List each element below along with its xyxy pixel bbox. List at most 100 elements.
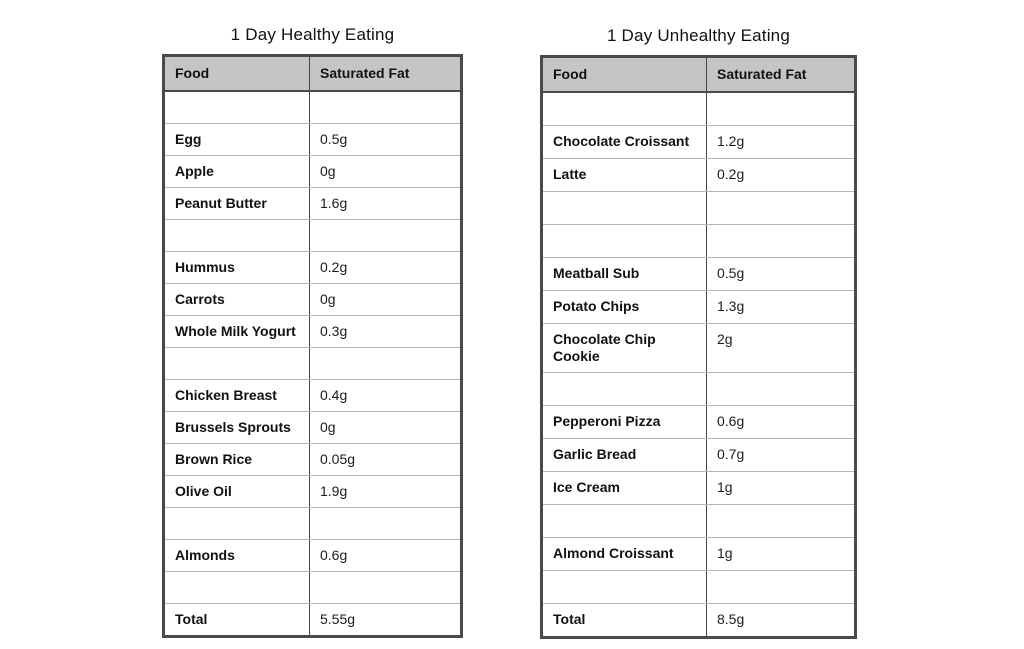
healthy-eating-section: 1 Day Healthy Eating Food Saturated Fat …	[162, 25, 463, 638]
table-row: Total 8.5g	[542, 603, 856, 638]
food-cell	[541, 191, 707, 225]
saturated-fat-cell: 1g	[706, 471, 856, 505]
table-row	[163, 571, 462, 604]
food-cell: Ice Cream	[541, 471, 707, 505]
table-row	[541, 570, 856, 604]
saturated-fat-cell	[309, 347, 462, 380]
table-row	[163, 507, 462, 540]
header-row: Food Saturated Fat	[163, 55, 462, 92]
food-cell: Egg	[163, 123, 310, 156]
saturated-fat-cell: 0g	[309, 155, 462, 188]
food-cell: Whole Milk Yogurt	[163, 315, 310, 348]
food-cell	[541, 372, 707, 406]
saturated-fat-cell: 0.2g	[706, 158, 856, 192]
table-row: Potato Chips 1.3g	[541, 290, 856, 324]
table-row	[541, 92, 856, 126]
food-cell: Almonds	[163, 539, 310, 572]
table-row: Chocolate Chip Cookie 2g	[541, 323, 856, 373]
table-row	[163, 219, 462, 252]
healthy-eating-table: Food Saturated Fat Egg 0.5g Apple 0g Peanut …	[162, 54, 463, 638]
table-row: Latte 0.2g	[541, 158, 856, 192]
saturated-fat-cell: 0.2g	[309, 251, 462, 284]
column-header-food: Food	[541, 56, 707, 93]
food-cell: Brussels Sprouts	[163, 411, 310, 444]
food-cell	[163, 507, 310, 540]
food-cell: Total	[553, 611, 586, 627]
table-header: Food Saturated Fat	[163, 55, 462, 92]
saturated-fat-cell	[706, 570, 856, 604]
saturated-fat-cell: 2g	[706, 323, 856, 373]
table-row: Pepperoni Pizza 0.6g	[541, 405, 856, 439]
table-row: Egg 0.5g	[163, 123, 462, 156]
column-header-saturated-fat: Saturated Fat	[706, 56, 856, 93]
table-row	[163, 91, 462, 124]
saturated-fat-cell	[309, 571, 462, 604]
saturated-fat-cell	[309, 507, 462, 540]
table-header: Food Saturated Fat	[541, 56, 856, 93]
food-cell	[163, 91, 310, 124]
food-cell: Potato Chips	[541, 290, 707, 324]
table-row: Almonds 0.6g	[163, 539, 462, 572]
table-row: Brussels Sprouts 0g	[163, 411, 462, 444]
saturated-fat-cell: 0.7g	[706, 438, 856, 472]
table-body: Chocolate Croissant 1.2g Latte 0.2g Meatball…	[541, 92, 856, 638]
healthy-table-title: 1 Day Healthy Eating	[230, 25, 395, 44]
saturated-fat-cell: 0.3g	[309, 315, 462, 348]
food-cell: Garlic Bread	[541, 438, 707, 472]
unhealthy-eating-table: Food Saturated Fat Chocolate Croissant 1.…	[540, 55, 857, 639]
food-cell	[541, 92, 707, 126]
saturated-fat-cell	[309, 219, 462, 252]
food-cell: Chocolate Chip Cookie	[541, 323, 707, 373]
food-cell: Apple	[163, 155, 310, 188]
saturated-fat-cell: 0.6g	[706, 405, 856, 439]
food-cell: Brown Rice	[163, 443, 310, 476]
food-cell	[541, 570, 707, 604]
table-row: Olive Oil 1.9g	[163, 475, 462, 508]
table-row: Brown Rice 0.05g	[163, 443, 462, 476]
table-row	[541, 191, 856, 225]
saturated-fat-cell	[706, 504, 856, 538]
saturated-fat-cell: 0.4g	[309, 379, 462, 412]
food-cell: Meatball Sub	[541, 257, 707, 291]
saturated-fat-cell: 5.55g	[309, 603, 462, 637]
unhealthy-eating-section: 1 Day Unhealthy Eating Food Saturated Fa…	[540, 26, 857, 639]
table-row	[541, 504, 856, 538]
table-row: Whole Milk Yogurt 0.3g	[163, 315, 462, 348]
saturated-fat-cell	[706, 224, 856, 258]
header-row: Food Saturated Fat	[541, 56, 856, 93]
table-row: Meatball Sub 0.5g	[541, 257, 856, 291]
saturated-fat-cell: 1.3g	[706, 290, 856, 324]
food-cell: Peanut Butter	[163, 187, 310, 220]
food-cell: Carrots	[163, 283, 310, 316]
food-cell: Chocolate Croissant	[541, 125, 707, 159]
table-row: Chicken Breast 0.4g	[163, 379, 462, 412]
food-cell	[163, 571, 310, 604]
saturated-fat-cell	[706, 372, 856, 406]
saturated-fat-cell: 0.5g	[706, 257, 856, 291]
food-cell: Olive Oil	[163, 475, 310, 508]
food-cell: Chicken Breast	[163, 379, 310, 412]
saturated-fat-cell: 0.6g	[309, 539, 462, 572]
column-header-saturated-fat: Saturated Fat	[309, 55, 462, 92]
saturated-fat-cell: 1g	[706, 537, 856, 571]
food-cell: Total	[175, 611, 208, 627]
table-row: Chocolate Croissant 1.2g	[541, 125, 856, 159]
column-header-food: Food	[163, 55, 310, 92]
saturated-fat-cell	[309, 91, 462, 124]
food-cell: Pepperoni Pizza	[541, 405, 707, 439]
saturated-fat-cell: 1.9g	[309, 475, 462, 508]
food-cell: Hummus	[163, 251, 310, 284]
table-body: Egg 0.5g Apple 0g Peanut Butter 1.6g Hummus 0.2…	[163, 91, 462, 637]
table-row: Apple 0g	[163, 155, 462, 188]
table-row: Garlic Bread 0.7g	[541, 438, 856, 472]
food-cell	[163, 347, 310, 380]
saturated-fat-cell: 1.2g	[706, 125, 856, 159]
saturated-fat-cell: 0.05g	[309, 443, 462, 476]
food-cell	[541, 224, 707, 258]
table-row	[541, 224, 856, 258]
table-row	[163, 347, 462, 380]
table-row: Peanut Butter 1.6g	[163, 187, 462, 220]
unhealthy-table-title: 1 Day Unhealthy Eating	[606, 26, 790, 45]
saturated-fat-cell: 8.5g	[706, 603, 856, 638]
